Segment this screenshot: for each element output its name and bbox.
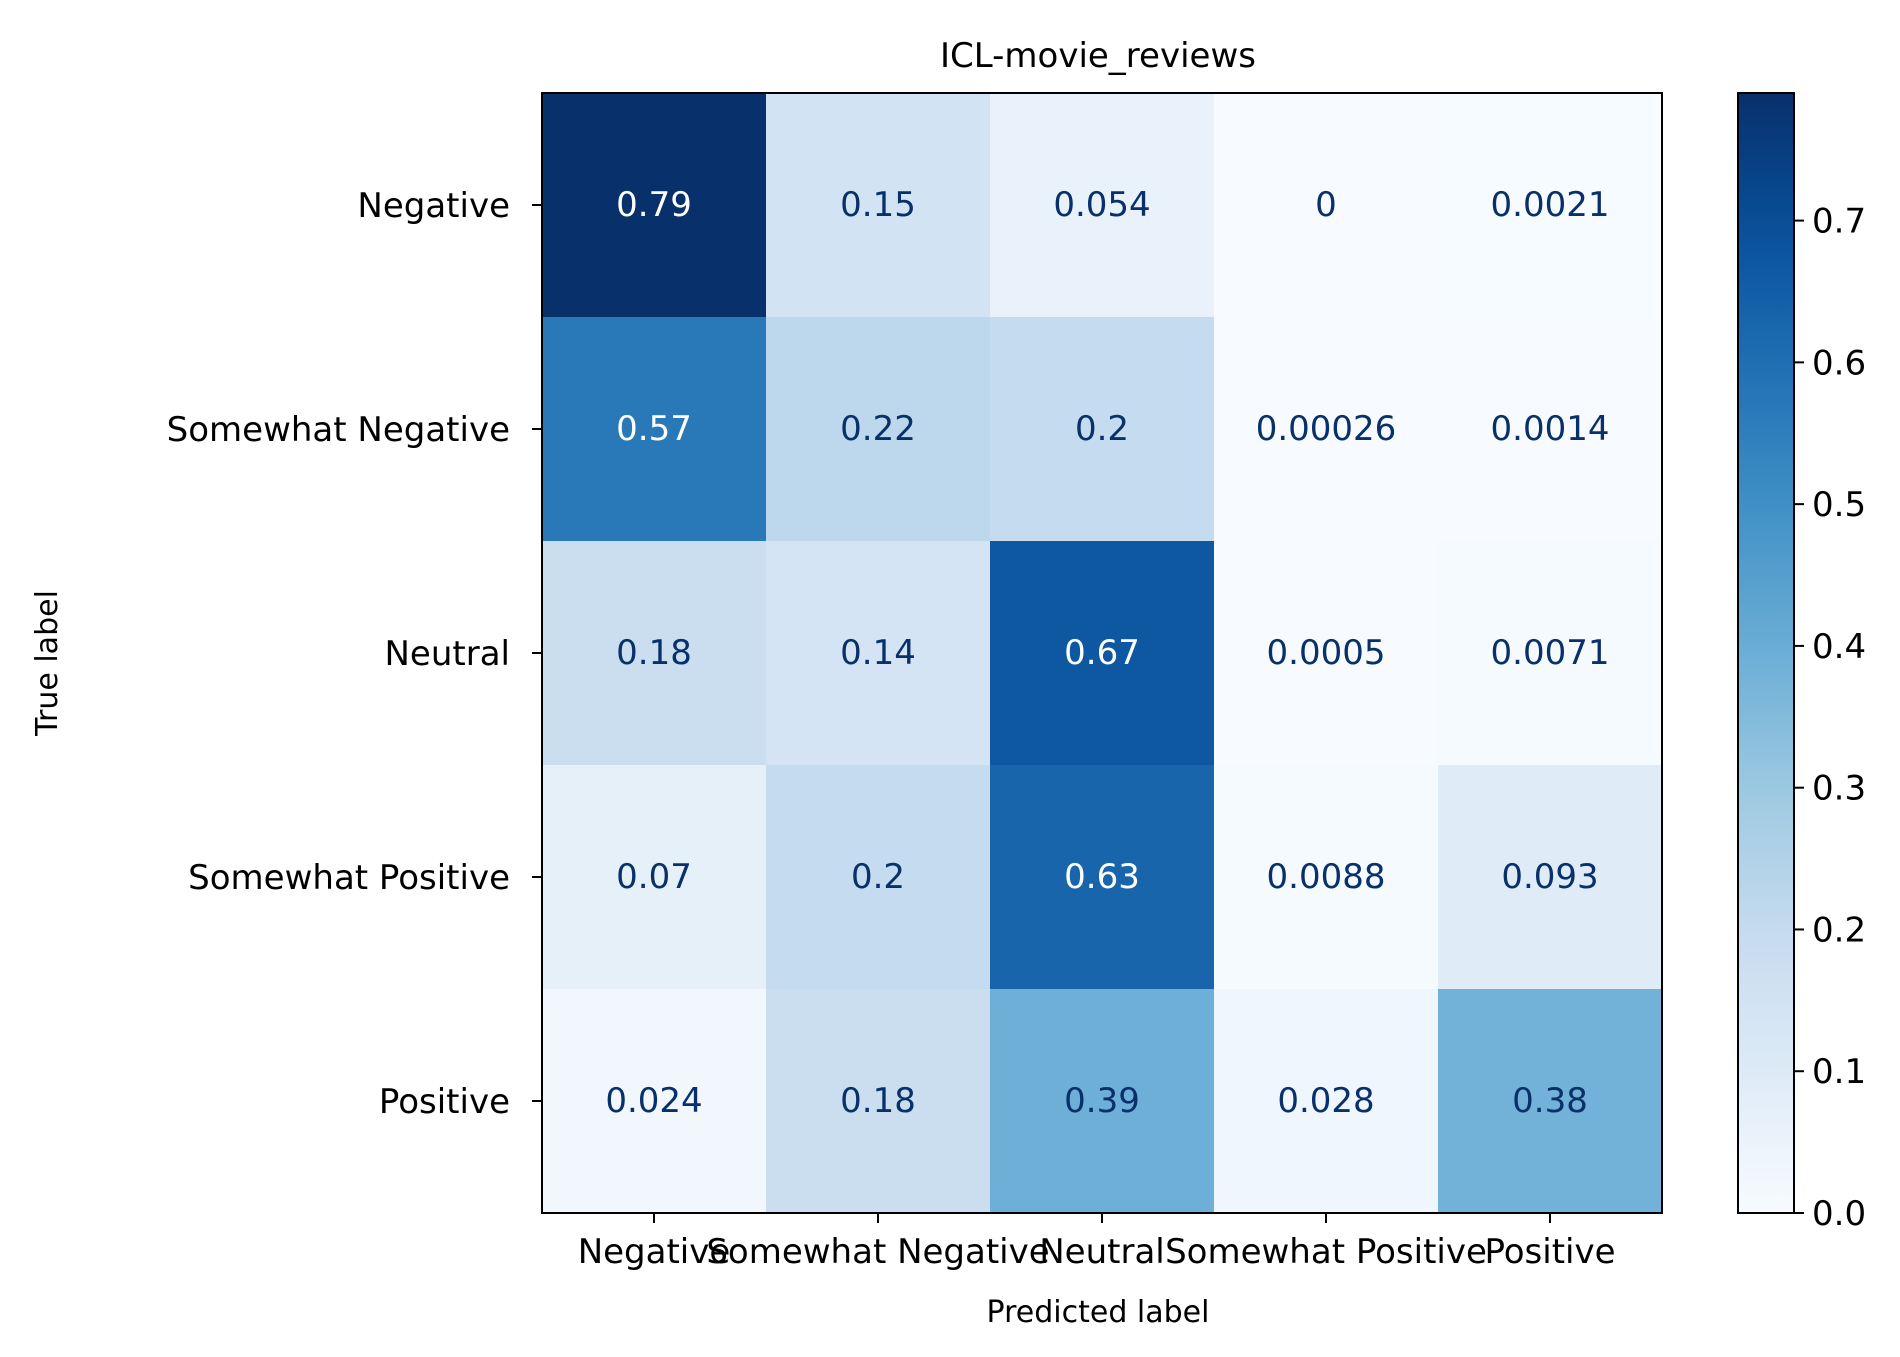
cell-value-label: 0.67 [1064, 633, 1140, 673]
x-tick-label: Somewhat Positive [1165, 1232, 1487, 1272]
cell-value-label: 0.054 [1053, 185, 1150, 225]
heatmap-cell [990, 989, 1214, 1213]
cell-value-label: 0.38 [1512, 1081, 1588, 1121]
heatmap-cell [990, 317, 1214, 541]
heatmap-cells [542, 93, 1662, 1213]
heatmap-cell [1214, 541, 1438, 765]
colorbar-frame [1737, 92, 1795, 1214]
heatmap-cell [1438, 541, 1662, 765]
heatmap-cell [766, 765, 990, 989]
cell-value-label: 0.15 [840, 185, 916, 225]
cell-value-label: 0.0071 [1491, 633, 1610, 673]
heatmap-cell [1214, 989, 1438, 1213]
cell-value-label: 0.63 [1064, 857, 1140, 897]
colorbar-tick-label: 0.5 [1812, 485, 1866, 525]
cell-value-label: 0.79 [616, 185, 692, 225]
colorbar-tick-label: 0.1 [1812, 1052, 1866, 1092]
x-tick-label: Negative [578, 1232, 731, 1272]
heatmap-cell [1438, 317, 1662, 541]
x-axis-label: Predicted label [987, 1295, 1210, 1330]
heatmap-cell [766, 541, 990, 765]
colorbar-gradient [1738, 93, 1794, 1213]
colorbar-tick-label: 0.7 [1812, 202, 1866, 242]
cell-value-label: 0.2 [1075, 409, 1129, 449]
heatmap-cell [766, 989, 990, 1213]
cell-value-label: 0.2 [851, 857, 905, 897]
heatmap-cell [542, 317, 766, 541]
y-tick-label: Neutral [385, 634, 511, 674]
colorbar-tick-label: 0.0 [1812, 1194, 1866, 1234]
cell-value-label: 0.0014 [1491, 409, 1610, 449]
cell-value-label: 0.18 [840, 1081, 916, 1121]
heatmap-cell [542, 93, 766, 317]
heatmap-cell [542, 989, 766, 1213]
heatmap-cell [1438, 989, 1662, 1213]
cell-value-label: 0.14 [840, 633, 916, 673]
y-tick-label: Positive [379, 1082, 510, 1122]
y-axis-label: True label [30, 590, 65, 737]
heatmap-cell [766, 93, 990, 317]
cell-value-label: 0.39 [1064, 1081, 1140, 1121]
cell-value-labels: 0.79 0.15 0.054 0 0.0021 0.57 0.22 0.2 0.00026 0.… [605, 185, 1609, 1121]
chart-title: ICL-movie_reviews [940, 36, 1256, 76]
y-tick-label: Somewhat Negative [167, 410, 510, 450]
heatmap-cell [1214, 317, 1438, 541]
y-axis-ticks: Negative Somewhat Negative Neutral Somewhat… [167, 186, 542, 1122]
y-tick-label: Somewhat Positive [188, 858, 510, 898]
colorbar-tick-label: 0.2 [1812, 910, 1866, 950]
heatmap-cell [990, 93, 1214, 317]
x-tick-label: Positive [1484, 1232, 1615, 1272]
colorbar: 0.0 0.1 0.2 0.3 0.4 0.5 0.6 0.7 [1737, 92, 1866, 1234]
heatmap-cell [542, 765, 766, 989]
cell-value-label: 0.07 [616, 857, 692, 897]
heatmap-cell [542, 541, 766, 765]
cell-value-label: 0 [1315, 185, 1337, 225]
colorbar-tick-label: 0.6 [1812, 343, 1866, 383]
cell-value-label: 0.00026 [1256, 409, 1397, 449]
heatmap-cell [1214, 93, 1438, 317]
cell-value-label: 0.028 [1277, 1081, 1374, 1121]
cell-value-label: 0.024 [605, 1081, 702, 1121]
heatmap-cell [766, 317, 990, 541]
cell-value-label: 0.0021 [1491, 185, 1610, 225]
y-tick-label: Negative [357, 186, 510, 226]
heatmap-cell [1438, 765, 1662, 989]
cell-value-label: 0.18 [616, 633, 692, 673]
x-tick-label: Neutral [1039, 1232, 1165, 1272]
colorbar-tick-label: 0.4 [1812, 627, 1866, 667]
heatmap-cell [990, 765, 1214, 989]
heatmap-cell [990, 541, 1214, 765]
colorbar-ticks: 0.0 0.1 0.2 0.3 0.4 0.5 0.6 0.7 [1794, 202, 1866, 1234]
cell-value-label: 0.22 [840, 409, 916, 449]
cell-value-label: 0.093 [1501, 857, 1598, 897]
cell-value-label: 0.57 [616, 409, 692, 449]
colorbar-tick-label: 0.3 [1812, 769, 1866, 809]
heatmap-cell [1438, 93, 1662, 317]
x-tick-label: Somewhat Negative [706, 1232, 1049, 1272]
cell-value-label: 0.0088 [1267, 857, 1386, 897]
heatmap-cell [1214, 765, 1438, 989]
cell-value-label: 0.0005 [1267, 633, 1386, 673]
